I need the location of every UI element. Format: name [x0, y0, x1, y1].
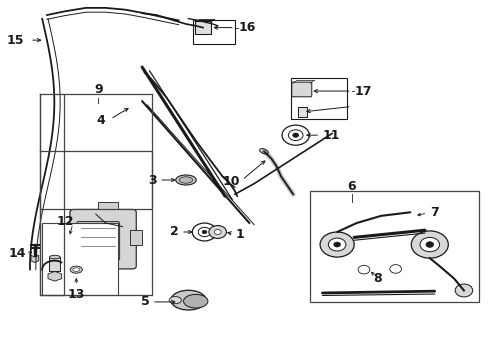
- FancyBboxPatch shape: [291, 82, 311, 97]
- Circle shape: [333, 242, 340, 247]
- Bar: [98, 202, 118, 209]
- Ellipse shape: [175, 175, 196, 185]
- Text: 4: 4: [97, 114, 105, 127]
- Circle shape: [410, 231, 447, 258]
- Text: 17: 17: [353, 85, 371, 98]
- Polygon shape: [31, 255, 39, 262]
- Bar: [310, 191, 478, 302]
- Bar: [42, 223, 118, 295]
- Circle shape: [202, 230, 206, 234]
- Text: 14: 14: [8, 247, 26, 260]
- Bar: [298, 107, 306, 117]
- Circle shape: [389, 265, 401, 273]
- Text: 10: 10: [222, 175, 239, 188]
- FancyBboxPatch shape: [77, 222, 120, 260]
- Text: 15: 15: [6, 33, 24, 47]
- Text: 9: 9: [94, 83, 102, 96]
- Text: 13: 13: [67, 288, 85, 301]
- Text: 5: 5: [141, 296, 149, 309]
- Text: 1: 1: [235, 228, 244, 241]
- Circle shape: [282, 125, 309, 145]
- Ellipse shape: [179, 177, 192, 183]
- Bar: [130, 230, 142, 244]
- Text: 16: 16: [238, 21, 255, 34]
- Ellipse shape: [183, 294, 207, 308]
- Circle shape: [288, 130, 303, 140]
- Ellipse shape: [169, 297, 181, 304]
- Bar: [290, 78, 346, 119]
- Text: 2: 2: [169, 225, 178, 238]
- Ellipse shape: [259, 149, 268, 154]
- Text: 6: 6: [347, 180, 355, 193]
- Circle shape: [208, 226, 226, 238]
- Text: 3: 3: [148, 174, 157, 186]
- Ellipse shape: [170, 290, 205, 310]
- Text: 8: 8: [373, 272, 382, 285]
- Bar: [71, 226, 79, 237]
- Circle shape: [198, 227, 210, 237]
- Circle shape: [214, 229, 221, 234]
- Circle shape: [192, 223, 216, 241]
- FancyBboxPatch shape: [194, 22, 211, 34]
- Circle shape: [454, 284, 472, 297]
- Ellipse shape: [70, 266, 82, 273]
- Circle shape: [425, 242, 433, 247]
- Ellipse shape: [73, 268, 80, 271]
- Ellipse shape: [49, 255, 60, 259]
- Circle shape: [320, 232, 353, 257]
- Text: 7: 7: [429, 206, 438, 219]
- Text: 11: 11: [322, 129, 339, 142]
- FancyBboxPatch shape: [70, 210, 136, 269]
- Bar: [193, 21, 234, 44]
- Bar: [49, 257, 60, 271]
- Text: 12: 12: [56, 215, 74, 228]
- Polygon shape: [48, 271, 61, 281]
- Circle shape: [357, 265, 369, 274]
- Circle shape: [419, 237, 439, 252]
- Circle shape: [292, 133, 298, 137]
- Circle shape: [328, 238, 345, 251]
